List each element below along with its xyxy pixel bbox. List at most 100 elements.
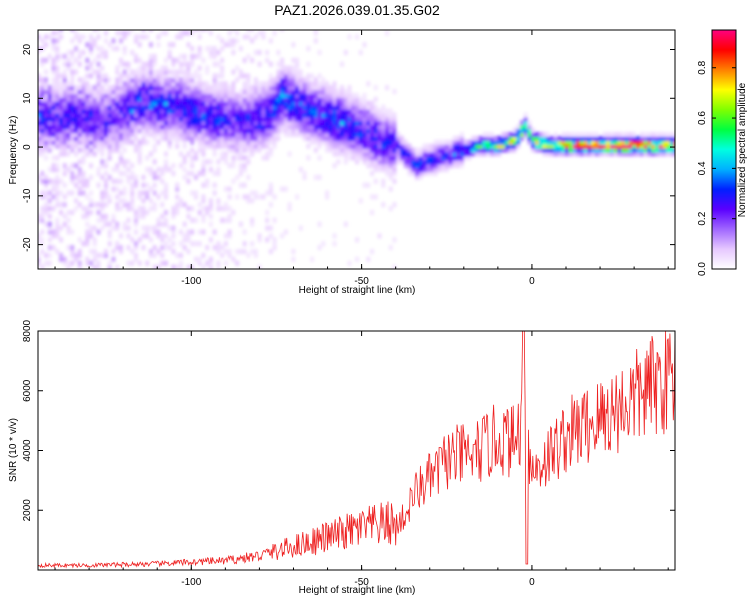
spectrogram-cell xyxy=(325,108,330,114)
spectrogram-cell xyxy=(171,100,176,106)
spectrogram-cell xyxy=(100,131,105,138)
spectrogram-cell xyxy=(388,143,393,149)
spectrogram-cell xyxy=(62,202,67,208)
spectrogram-cell xyxy=(362,124,367,130)
spectrogram-cell xyxy=(396,131,401,138)
spectrogram-cell xyxy=(366,135,371,141)
spectrogram-cell xyxy=(74,151,78,157)
spectrogram-cell xyxy=(137,81,142,87)
spectrogram-cell xyxy=(51,163,56,169)
spectrogram-cell xyxy=(74,131,78,138)
spectrogram-cell xyxy=(205,100,210,106)
spectrogram-cell xyxy=(126,65,131,71)
spectrogram-cell xyxy=(527,128,532,134)
spectrogram-cell xyxy=(85,89,90,95)
spectrogram-cell xyxy=(107,92,112,99)
spectrogram-cell xyxy=(119,233,123,239)
spectrogram-cell xyxy=(186,264,191,269)
spectrogram-cell xyxy=(205,131,210,138)
spectrogram-cell xyxy=(471,143,476,149)
spectrogram-cell xyxy=(130,85,135,91)
spectrogram-cell xyxy=(149,206,153,212)
spectrogram-cell xyxy=(51,116,56,122)
spectrogram-cell xyxy=(501,131,506,138)
spectrogram-cell xyxy=(662,131,667,138)
spectrogram-cell xyxy=(238,167,243,173)
spectrogram-cell xyxy=(246,128,251,134)
spectrogram-cell xyxy=(115,30,120,36)
spectrogram-cell xyxy=(343,100,348,106)
spectrogram-cell xyxy=(268,89,273,95)
spectrogram-cell xyxy=(182,112,187,118)
spectrogram-cell xyxy=(636,135,641,141)
spectrogram-cell xyxy=(235,112,240,118)
spectrogram-cell xyxy=(160,135,165,141)
spectrogram-cell xyxy=(193,131,198,138)
spectrogram-cell xyxy=(145,116,150,122)
spectrogram-cell xyxy=(212,108,217,114)
spectrogram-cell xyxy=(606,139,611,145)
spectrogram-cell xyxy=(265,81,270,87)
spectrogram-cell xyxy=(190,96,195,102)
spectrogram-cell xyxy=(107,233,112,239)
spectrogram-cell xyxy=(70,135,75,141)
spectrogram-cell xyxy=(392,89,397,95)
spectrogram-cell xyxy=(111,213,116,219)
spectrogram-cell xyxy=(265,237,270,243)
spectrogram-cell xyxy=(280,112,285,118)
spectrogram-cell xyxy=(160,96,165,102)
spectrogram-cell xyxy=(385,124,389,130)
spectrogram-cell xyxy=(347,116,352,122)
spectrogram-cell xyxy=(201,182,206,188)
spectrogram-cell xyxy=(594,131,599,138)
spectrogram-cell xyxy=(291,100,296,106)
spectrogram-cell xyxy=(223,186,228,192)
spectrogram-cell xyxy=(175,182,180,188)
spectrogram-cell xyxy=(332,96,337,102)
spectrogram-cell xyxy=(141,128,146,134)
spectrogram-cell xyxy=(178,120,183,126)
spectrogram-cell xyxy=(385,108,389,114)
spectrogram-cell xyxy=(220,124,225,130)
spectrogram-cell xyxy=(149,61,153,67)
spectrogram-cell xyxy=(130,49,135,56)
spectrogram-cell xyxy=(104,38,108,44)
spectrogram-cell xyxy=(130,128,135,134)
spectrogram-cell xyxy=(175,206,180,212)
spectrogram-cell xyxy=(134,96,138,102)
spectrogram-cell xyxy=(96,128,101,134)
spectrogram-cell xyxy=(38,131,41,138)
spectrogram-cell xyxy=(38,34,41,40)
spectrogram-cell xyxy=(40,57,45,63)
spectrogram-cell xyxy=(358,124,363,130)
spectrogram-cell xyxy=(55,217,60,223)
spectrogram-cell xyxy=(268,124,273,130)
spectrogram-cell xyxy=(77,131,82,138)
spectrogram-cell xyxy=(186,233,191,239)
spectrogram-cell xyxy=(186,65,191,71)
spectrogram-cell xyxy=(89,73,93,79)
spectrogram-cell xyxy=(366,81,371,87)
spectrogram-cell xyxy=(59,202,63,208)
spectrogram-cell xyxy=(298,120,303,126)
spectrogram-cell xyxy=(145,155,150,161)
spectrogram-cell xyxy=(373,159,378,165)
spectrogram-cell xyxy=(115,135,120,141)
spectrogram-cell xyxy=(208,96,213,102)
spectrogram-cell xyxy=(411,167,416,173)
spectrogram-cell xyxy=(242,229,247,235)
spectrogram-cell xyxy=(392,163,397,169)
spectrogram-cell xyxy=(456,139,461,145)
spectrogram-cell xyxy=(85,92,90,99)
spectrogram-cell xyxy=(355,155,359,161)
spectrogram-cell xyxy=(310,92,315,99)
spectrogram-cell xyxy=(38,174,41,180)
spectrogram-cell xyxy=(81,128,86,134)
spectrogram-cell xyxy=(666,131,671,138)
spectrogram-cell xyxy=(160,245,165,251)
spectrogram-cell xyxy=(44,209,48,216)
spectrogram-cell xyxy=(115,225,120,231)
spectrogram-cell xyxy=(51,96,56,102)
spectrogram-cell xyxy=(343,112,348,118)
spectrogram-cell xyxy=(351,124,356,130)
